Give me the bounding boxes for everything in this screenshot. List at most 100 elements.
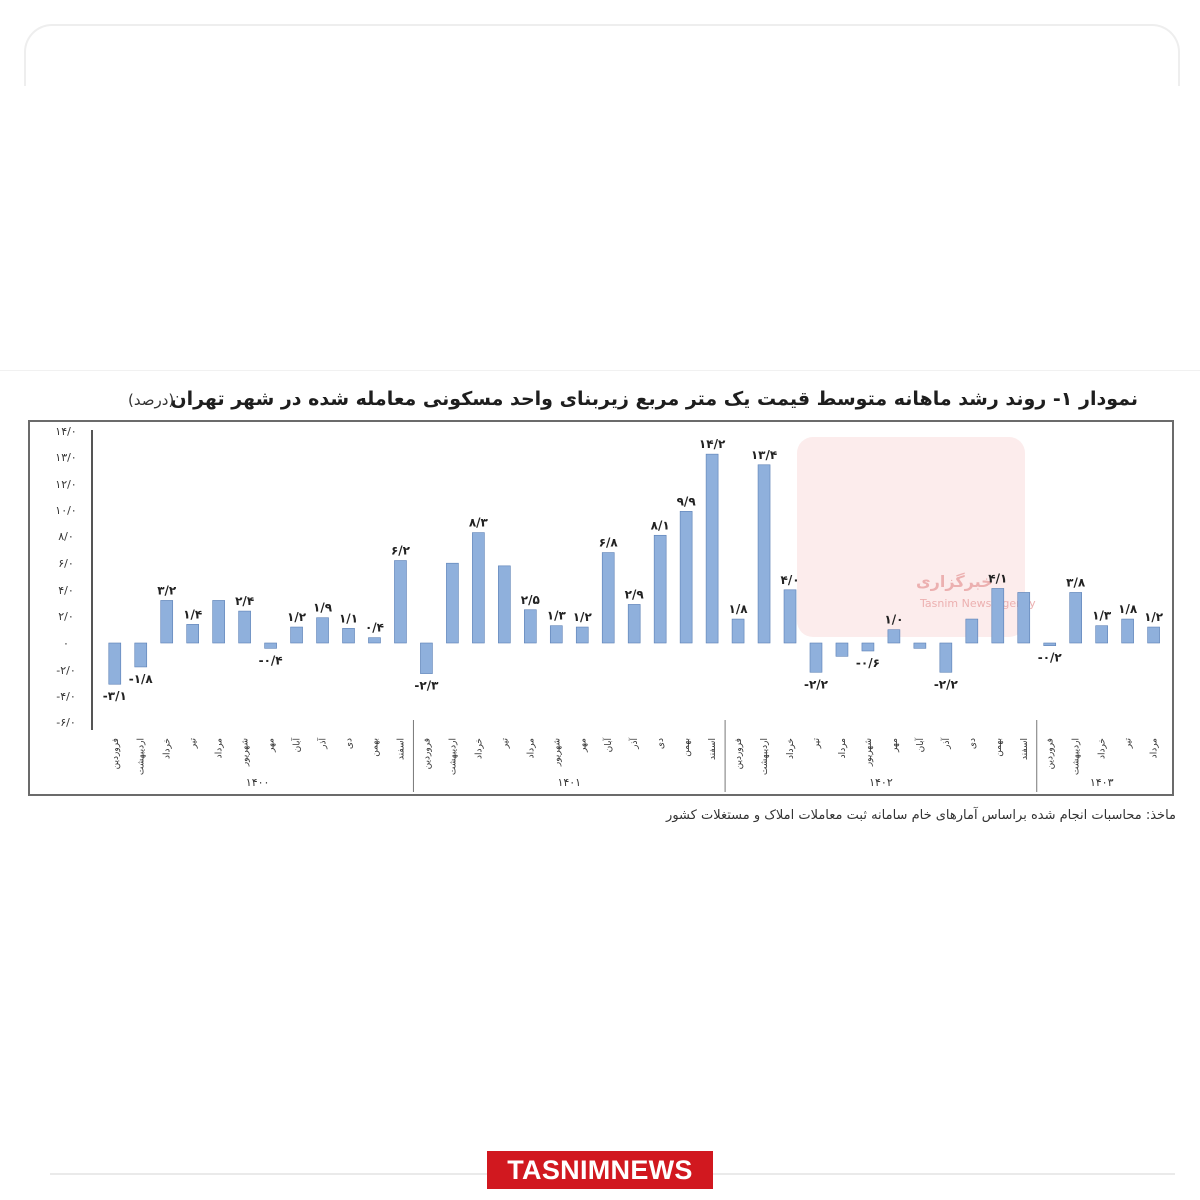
data-label: ۱/۲ — [1144, 610, 1164, 624]
bar — [394, 560, 407, 644]
data-label: ۲/۹ — [625, 587, 645, 601]
bar — [939, 642, 953, 673]
month-label: مرداد — [838, 738, 848, 758]
month-label: بهمن — [370, 738, 380, 757]
month-label: اردیبهشت — [760, 738, 770, 775]
data-label: ۶/۲ — [391, 544, 411, 558]
month-label: دی — [656, 738, 666, 749]
y-tick-label: -۴/۰ — [56, 690, 76, 703]
data-label: -۰/۶ — [856, 656, 880, 670]
data-label: ۱۴/۲ — [699, 437, 726, 451]
bar — [186, 624, 199, 644]
month-label: فروردین — [422, 738, 432, 769]
data-label: ۱۳/۴ — [751, 448, 777, 462]
month-label: تیر — [500, 738, 510, 750]
month-label: آذر — [940, 738, 952, 750]
bar — [524, 609, 537, 644]
data-label: ۱/۱ — [339, 611, 358, 625]
bar — [757, 464, 771, 644]
bar — [705, 453, 719, 644]
source-note: ماخذ: محاسبات انجام شده براساس آمارهای خ… — [666, 808, 1176, 823]
bar — [835, 642, 849, 657]
y-tick-label: ۱۴/۰ — [55, 425, 76, 438]
y-tick-label: ۴/۰ — [58, 584, 74, 597]
bar — [913, 642, 927, 649]
bar — [290, 626, 303, 644]
chart-frame — [28, 420, 1174, 796]
bar — [575, 626, 589, 644]
month-label: آبان — [914, 738, 926, 753]
y-tick-label: ۱۰/۰ — [55, 504, 76, 517]
data-label: ۲/۴ — [235, 594, 254, 608]
watermark-subtitle: Tasnim News Agency — [920, 597, 1036, 610]
bar — [1069, 592, 1082, 644]
bar — [446, 562, 459, 644]
data-label: ۱/۸ — [729, 602, 749, 616]
data-label: ۹/۹ — [677, 494, 697, 508]
month-label: فروردین — [111, 738, 121, 769]
data-label: ۱/۳ — [547, 609, 567, 623]
month-label: فروردین — [734, 738, 744, 769]
month-label: اردیبهشت — [137, 738, 147, 775]
month-label: بهمن — [682, 738, 692, 757]
tasnimnews-logo[interactable]: TASNIMNEWS — [487, 1151, 713, 1189]
watermark-title: خبرگزاری — [916, 572, 993, 591]
chart-title: نمودار ۱- روند رشد ماهانه متوسط قیمت یک … — [170, 388, 1138, 410]
data-label: ۱/۲ — [573, 610, 593, 624]
year-label: ۱۴۰۲ — [869, 776, 893, 789]
bar — [679, 511, 693, 644]
divider — [0, 370, 1200, 371]
month-label: شهریور — [552, 738, 562, 767]
data-label: ۴/۰ — [781, 573, 800, 587]
year-label: ۱۴۰۰ — [246, 776, 270, 789]
bar — [1017, 592, 1031, 644]
month-label: اسفند — [396, 738, 406, 760]
month-label: مرداد — [215, 738, 225, 758]
month-label: خرداد — [786, 738, 796, 759]
y-tick-label: ۱۳/۰ — [55, 451, 76, 464]
bar — [498, 565, 511, 644]
tasnim-watermark-logo — [797, 437, 1025, 637]
month-label: اسفند — [1020, 738, 1030, 760]
bar — [887, 629, 901, 644]
data-label: -۲/۲ — [934, 677, 959, 691]
bar — [1147, 626, 1160, 644]
bar — [783, 589, 797, 644]
data-label: ۶/۸ — [599, 536, 619, 550]
bar — [264, 642, 277, 649]
month-label: مرداد — [1150, 738, 1160, 758]
bar — [368, 637, 381, 644]
bar — [991, 588, 1005, 644]
month-label: مهر — [890, 738, 900, 753]
bar — [627, 604, 641, 644]
month-label: آذر — [317, 738, 329, 750]
bar — [965, 618, 979, 644]
y-tick-label: ۰ — [63, 637, 69, 650]
month-label: آبان — [291, 738, 303, 753]
data-label: ۱/۸ — [1118, 602, 1138, 616]
y-tick-label: -۶/۰ — [56, 716, 76, 729]
y-tick-label: ۲/۰ — [58, 610, 74, 623]
month-label: مرداد — [526, 738, 536, 758]
bar — [134, 642, 148, 668]
bar — [238, 610, 251, 644]
month-label: اردیبهشت — [1072, 738, 1082, 775]
data-label: ۱/۹ — [313, 601, 333, 615]
data-label: -۲/۲ — [804, 677, 829, 691]
month-label: اردیبهشت — [448, 738, 458, 775]
data-label: ۳/۸ — [1066, 575, 1086, 589]
data-label: -۳/۱ — [103, 689, 127, 703]
bar — [653, 534, 667, 644]
month-label: تیر — [1124, 738, 1134, 750]
y-tick-label: ۱۲/۰ — [55, 478, 76, 491]
month-label: خرداد — [163, 738, 173, 759]
month-label: تیر — [812, 738, 822, 750]
bar — [549, 625, 563, 644]
month-label: آذر — [628, 738, 640, 750]
month-label: تیر — [189, 738, 199, 750]
data-label: ۸/۱ — [651, 518, 670, 532]
month-label: فروردین — [1046, 738, 1056, 769]
month-label: مهر — [578, 738, 588, 753]
month-label: مهر — [267, 738, 277, 753]
